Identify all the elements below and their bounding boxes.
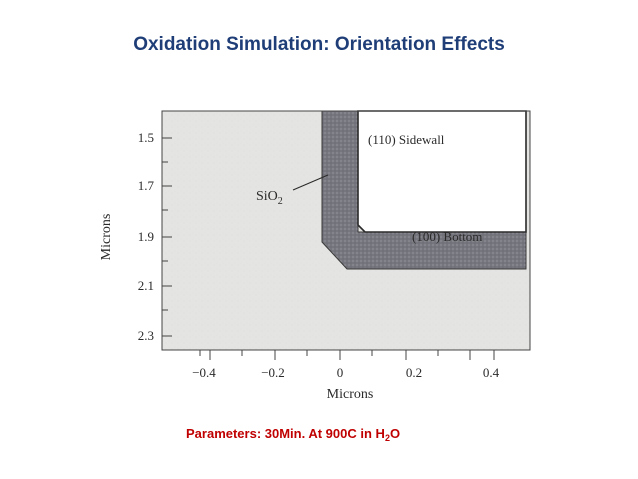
x-tick-0-2: 0.2	[406, 365, 422, 380]
sio2-label-main: SiO	[256, 189, 278, 204]
x-axis	[199, 350, 495, 360]
sio2-pointer-line	[292, 174, 329, 191]
caption-prefix: Parameters: 30Min. At 900C in H	[186, 426, 385, 441]
slide-title: Oxidation Simulation: Orientation Effect…	[133, 34, 505, 55]
trench-opening	[357, 110, 527, 233]
sio2-label: SiO2	[256, 189, 283, 207]
y-tick-1-9: 1.9	[138, 229, 154, 244]
sio2-label-subscript: 2	[278, 196, 283, 207]
bottom-label: (100) Bottom	[412, 229, 482, 244]
y-tick-1-7: 1.7	[138, 178, 155, 193]
x-tick-0: 0	[337, 365, 344, 380]
y-axis	[162, 137, 172, 337]
sidewall-label: (110) Sidewall	[368, 132, 445, 147]
x-axis-label: Microns	[327, 387, 374, 402]
x-tick-neg-0-2: −0.2	[261, 365, 285, 380]
y-axis-label: Microns	[99, 214, 114, 261]
x-tick-neg-0-4: −0.4	[192, 365, 216, 380]
oxidation-cross-section-figure: 1.5 1.7 1.9 2.1 2.3 Microns −0.4 −0.2 0 …	[92, 100, 542, 410]
plot-frame	[161, 110, 531, 351]
y-tick-2-1: 2.1	[138, 278, 154, 293]
y-tick-2-3: 2.3	[138, 328, 154, 343]
parameters-caption: Parameters: 30Min. At 900C in H2O	[186, 426, 401, 443]
x-tick-0-4: 0.4	[483, 365, 500, 380]
caption-subscript: 2	[384, 433, 390, 443]
caption-suffix: O	[389, 426, 401, 441]
y-tick-1-5: 1.5	[138, 130, 154, 145]
